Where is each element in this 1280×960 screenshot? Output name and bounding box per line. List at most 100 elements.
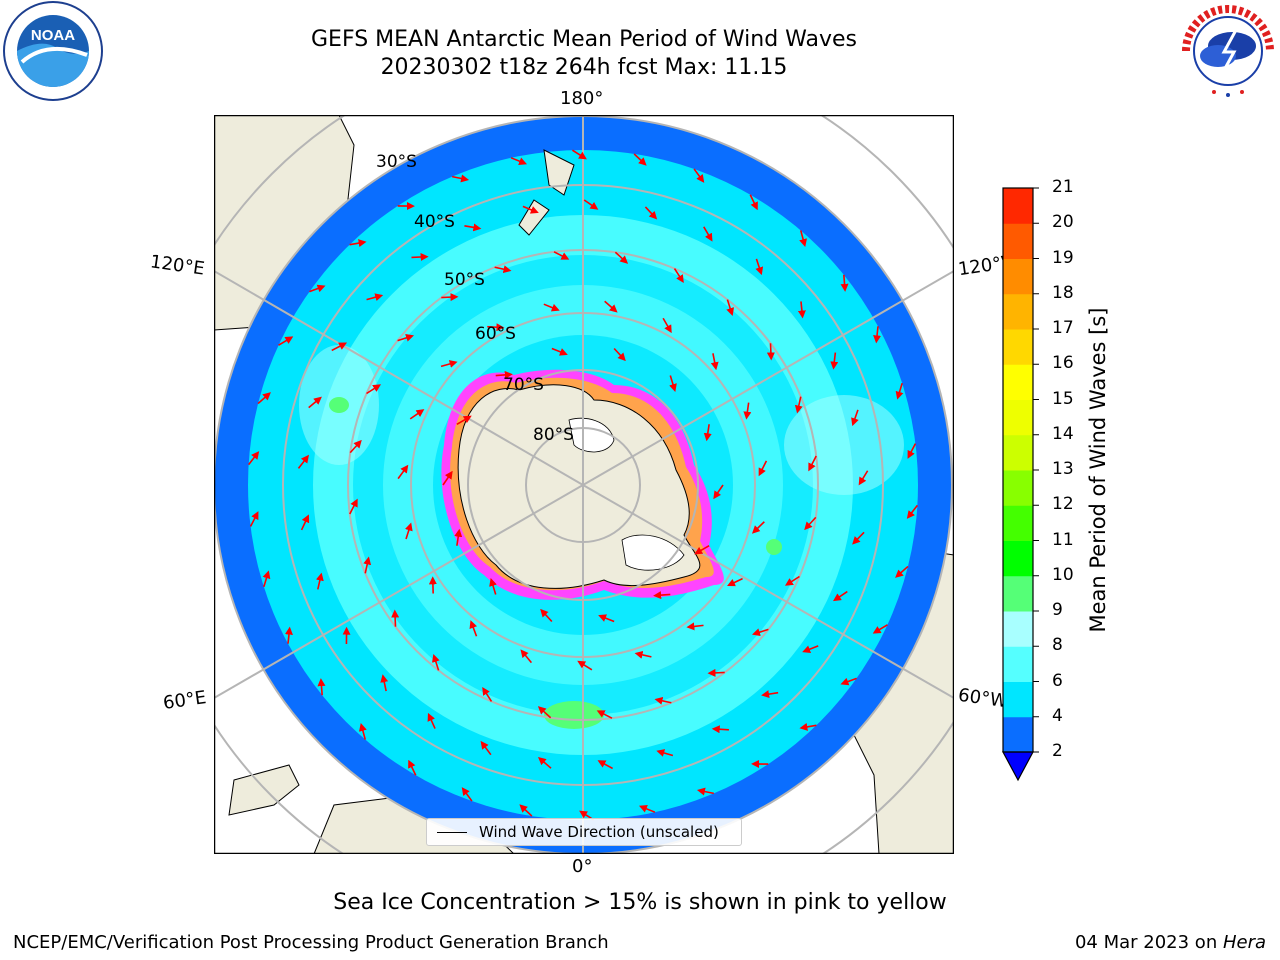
colorbar-swatch — [1003, 364, 1033, 400]
map-legend: Wind Wave Direction (unscaled) — [426, 818, 742, 846]
colorbar — [1001, 187, 1039, 782]
colorbar-tick-label: 17 — [1052, 318, 1074, 338]
wind-wave-arrow — [522, 205, 539, 214]
colorbar-tick-label: 20 — [1052, 212, 1074, 233]
wind-wave-arrow — [669, 375, 677, 392]
wind-wave-arrow — [686, 622, 704, 631]
wind-wave-arrow — [409, 409, 425, 420]
colorbar-swatch — [1003, 399, 1033, 436]
wind-wave-arrow — [300, 514, 310, 531]
colorbar-swatch — [1003, 293, 1033, 330]
wind-wave-arrow — [743, 402, 752, 420]
wind-wave-arrow — [906, 504, 919, 519]
wind-wave-arrow — [703, 424, 712, 442]
wind-wave-arrow — [397, 464, 409, 480]
wind-wave-arrow — [249, 511, 259, 527]
colorbar-tick-label: 18 — [1052, 282, 1074, 303]
wind-wave-arrow — [799, 230, 808, 248]
wind-wave-arrow — [653, 591, 671, 600]
wind-wave-arrow — [349, 439, 362, 454]
colorbar-swatch — [1003, 505, 1033, 541]
wind-wave-arrow — [797, 301, 806, 319]
colorbar-swatch — [1003, 470, 1033, 506]
colorbar-swatch — [1003, 329, 1033, 365]
wind-wave-arrow — [583, 199, 599, 210]
wind-wave-arrow — [363, 556, 372, 574]
wind-wave-arrow — [852, 531, 865, 545]
wind-wave-arrow — [755, 258, 764, 276]
wind-wave-arrow — [551, 347, 568, 356]
polar-map — [214, 115, 954, 854]
colorbar-tick-label: 4 — [1052, 705, 1063, 726]
wind-wave-arrow — [799, 722, 817, 731]
lat-label-80s: 80°S — [533, 425, 574, 445]
wind-wave-arrow — [794, 396, 803, 414]
wind-wave-arrow — [262, 570, 271, 588]
wind-wave-arrow — [858, 470, 869, 486]
lat-label-30s: 30°S — [376, 152, 417, 172]
wind-wave-arrow — [309, 284, 326, 293]
wind-wave-arrow — [895, 565, 909, 578]
colorbar-tick-label: 11 — [1052, 529, 1074, 550]
lon-label-120e: 120°E — [148, 251, 206, 280]
wind-wave-arrow — [694, 545, 710, 555]
colorbar-tick-label: 10 — [1052, 564, 1074, 585]
wind-wave-arrow — [540, 608, 553, 623]
wind-wave-arrow — [411, 252, 429, 261]
wind-wave-arrow — [596, 710, 613, 719]
colorbar-tick-label: 19 — [1052, 247, 1074, 268]
chart-subtitle: 20230302 t18z 264h fcst Max: 11.15 — [380, 55, 788, 80]
wind-wave-arrow — [851, 409, 859, 427]
wind-wave-arrow — [543, 303, 560, 312]
wind-wave-arrow — [440, 360, 458, 368]
wind-wave-arrow — [520, 649, 533, 664]
wind-wave-arrow — [766, 343, 775, 361]
colorbar-tick-label: 12 — [1052, 494, 1074, 515]
wind-wave-arrow — [487, 323, 505, 332]
wind-wave-arrow — [895, 382, 904, 400]
lon-label-0: 0° — [572, 856, 593, 877]
wind-wave-arrow — [907, 443, 917, 459]
wind-wave-arrow — [494, 265, 512, 274]
wind-wave-arrow — [840, 274, 849, 292]
wind-wave-arrow — [604, 300, 618, 313]
lat-label-40s: 40°S — [414, 212, 455, 232]
wind-wave-arrow — [482, 686, 493, 702]
wind-wave-arrow — [808, 455, 817, 472]
wind-wave-arrow — [408, 759, 417, 776]
wind-wave-arrow — [873, 326, 882, 344]
colorbar-swatch — [1003, 646, 1033, 682]
colorbar-tick-label: 21 — [1052, 177, 1074, 197]
colorbar-swatch — [1003, 258, 1033, 295]
wind-wave-arrow — [297, 454, 310, 469]
colorbar-tick-label: 15 — [1052, 388, 1074, 409]
wind-wave-arrow — [577, 660, 593, 671]
wind-wave-arrow — [707, 668, 725, 677]
wind-wave-arrow — [696, 787, 714, 796]
chart-title: GEFS MEAN Antarctic Mean Period of Wind … — [311, 27, 857, 52]
wind-wave-arrow — [710, 353, 719, 371]
wind-wave-arrow — [278, 336, 294, 346]
wind-wave-arrow — [830, 352, 839, 370]
noaa-logo: NOAA — [3, 1, 103, 101]
wind-wave-arrow — [597, 760, 614, 770]
wind-wave-arrow — [247, 451, 260, 466]
legend-line-swatch — [437, 832, 467, 833]
colorbar-tick-label: 14 — [1052, 423, 1074, 444]
wind-wave-arrow — [331, 342, 348, 352]
wind-wave-arrow — [726, 299, 735, 316]
wind-wave-arrow — [454, 528, 463, 546]
sea-ice-note: Sea Ice Concentration > 15% is shown in … — [333, 890, 947, 915]
colorbar-swatch — [1003, 681, 1033, 718]
colorbar-swatch — [1003, 223, 1033, 259]
wind-wave-arrow — [752, 628, 769, 637]
wind-wave-arrow — [456, 415, 472, 425]
wind-wave-arrow — [510, 157, 528, 165]
wind-wave-arrow — [537, 756, 552, 769]
colorbar-tick-label: 9 — [1052, 600, 1063, 620]
wind-wave-arrow — [404, 522, 413, 540]
wind-wave-arrow — [349, 498, 358, 515]
colorbar-swatch — [1003, 434, 1033, 471]
wind-wave-arrow — [469, 620, 478, 637]
wind-wave-arrow — [452, 174, 470, 183]
